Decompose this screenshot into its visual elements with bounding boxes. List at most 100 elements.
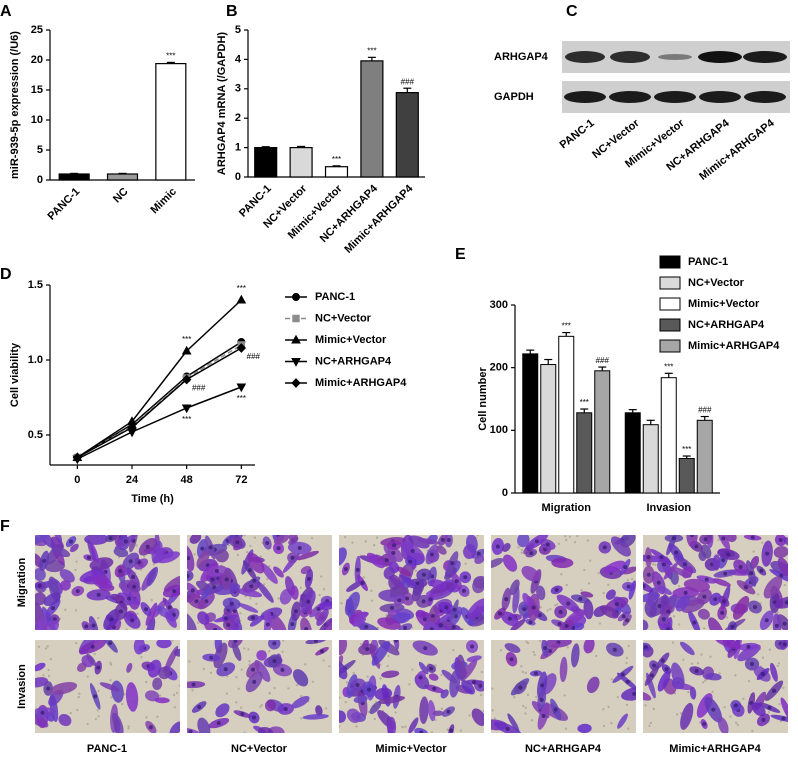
x-tick-label: NC <box>111 186 131 206</box>
nucleus <box>750 535 755 540</box>
nucleus <box>495 544 500 549</box>
pore <box>532 650 535 654</box>
pore <box>362 576 366 579</box>
nucleus <box>75 589 80 594</box>
y-axis-label: Cell number <box>477 367 489 431</box>
pore <box>526 693 530 696</box>
cell <box>408 717 419 733</box>
cell <box>777 557 788 576</box>
pore <box>414 569 418 572</box>
nucleus <box>643 644 648 649</box>
nucleus <box>215 569 220 574</box>
pore <box>364 540 367 543</box>
cell <box>717 716 729 733</box>
cell <box>187 610 197 630</box>
cell <box>197 717 211 733</box>
nucleus <box>391 550 396 555</box>
nucleus <box>702 594 707 599</box>
nucleus <box>200 546 205 551</box>
pore <box>709 655 712 658</box>
bar <box>289 147 313 178</box>
y-axis-label: miR-939-5p expression (/U6) <box>9 31 21 179</box>
cell <box>467 598 484 620</box>
pore <box>555 603 559 606</box>
significance-mark: *** <box>664 362 673 371</box>
pore <box>266 577 269 581</box>
line <box>76 344 242 459</box>
cell <box>671 566 692 578</box>
image-column-label: NC+Vector <box>231 743 288 755</box>
pore <box>328 665 331 668</box>
cell <box>773 545 788 558</box>
pore <box>259 555 262 558</box>
cell <box>146 566 159 587</box>
legend-swatch <box>659 276 681 290</box>
cell <box>377 695 406 704</box>
cell <box>35 677 49 688</box>
cell <box>712 554 721 571</box>
cell <box>683 578 710 592</box>
nucleus <box>108 536 113 541</box>
nucleus <box>355 567 360 572</box>
pore <box>778 702 781 706</box>
x-tick-label: 72 <box>235 474 247 486</box>
pore <box>482 709 484 713</box>
point <box>291 378 301 388</box>
pore <box>235 701 238 704</box>
pore <box>44 647 48 650</box>
cell <box>96 579 107 587</box>
pore <box>243 535 246 537</box>
pore <box>580 589 583 592</box>
nucleus <box>612 647 617 652</box>
pore <box>610 721 613 725</box>
cell <box>432 710 444 717</box>
nucleus <box>472 680 477 685</box>
pore <box>682 658 685 661</box>
cell <box>466 655 482 662</box>
pore <box>549 607 552 611</box>
cell <box>154 697 170 704</box>
pore <box>47 668 50 672</box>
cell <box>536 585 546 601</box>
nucleus <box>272 658 277 663</box>
nucleus <box>554 587 559 592</box>
pore <box>625 661 628 665</box>
nucleus <box>213 627 218 630</box>
y-tick-label: 1 <box>235 142 241 154</box>
cell <box>144 690 160 702</box>
cell <box>189 535 202 544</box>
nucleus <box>446 709 451 714</box>
pore <box>729 715 732 718</box>
nucleus <box>652 663 657 668</box>
pore <box>718 672 721 675</box>
pore <box>535 695 538 699</box>
pore <box>703 627 706 630</box>
pore <box>351 541 354 544</box>
image-row-label: Migration <box>16 557 28 607</box>
blot-band <box>609 91 651 103</box>
legend-label: Mimic+Vector <box>315 334 387 346</box>
cell <box>643 619 649 630</box>
pore <box>96 709 99 712</box>
nucleus <box>365 647 370 652</box>
cell <box>35 535 48 545</box>
pore <box>565 583 568 587</box>
cell <box>99 682 120 692</box>
cell <box>522 592 532 607</box>
pore <box>366 675 369 678</box>
nucleus <box>656 580 661 585</box>
cell <box>200 586 213 600</box>
cell <box>273 535 290 545</box>
nucleus <box>553 707 558 712</box>
nucleus <box>543 646 548 651</box>
cell <box>657 670 671 692</box>
cell <box>708 617 725 630</box>
cell <box>366 552 385 569</box>
cell <box>600 605 619 619</box>
cell <box>257 726 274 733</box>
nucleus <box>461 588 466 593</box>
cell <box>215 703 230 718</box>
nucleus <box>123 539 128 544</box>
pore <box>522 704 525 708</box>
cell <box>371 640 391 666</box>
